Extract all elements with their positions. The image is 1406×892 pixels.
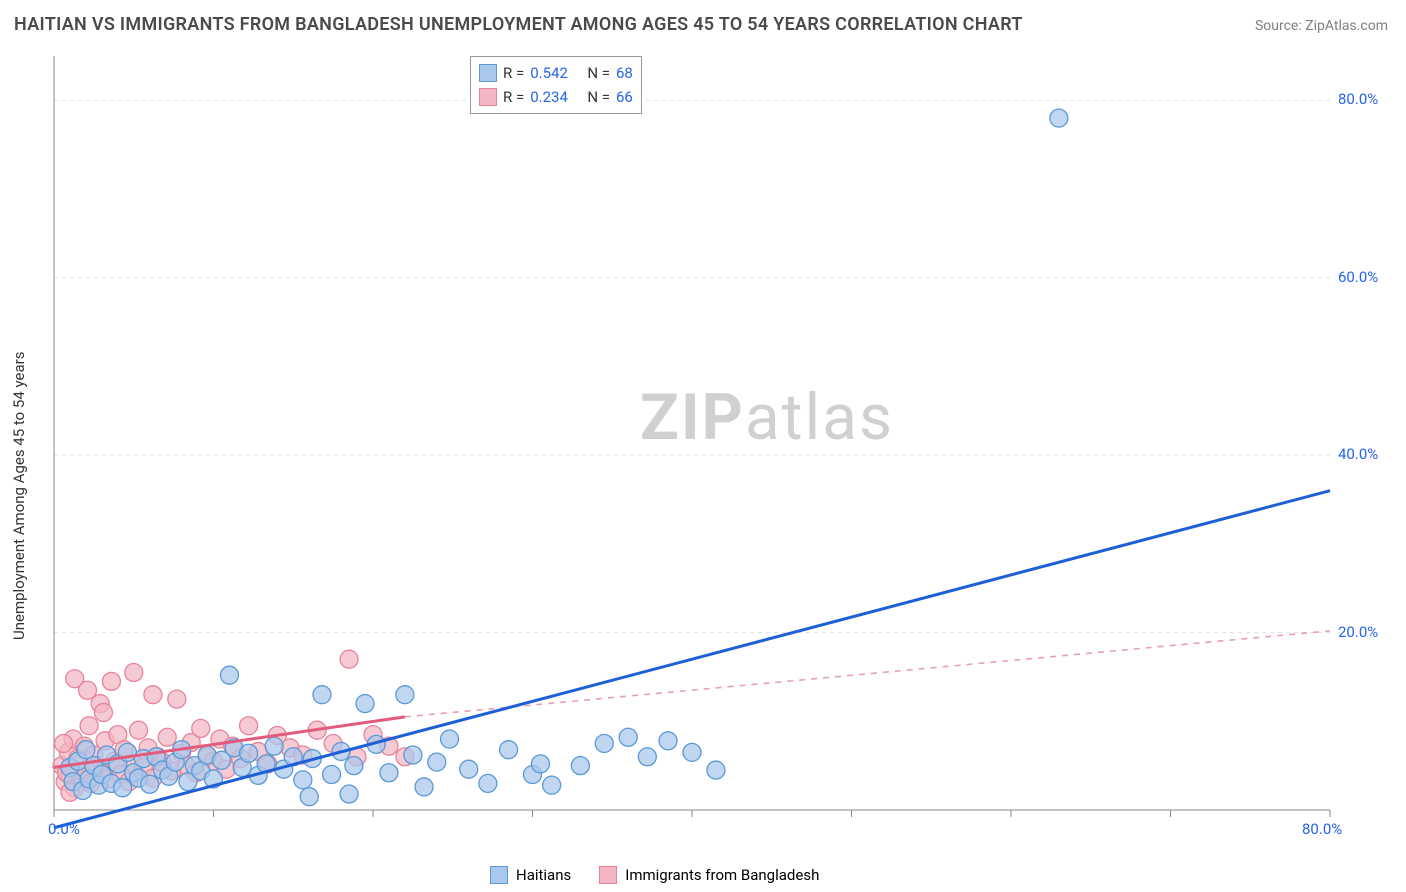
n-value-haitians: 68 [616, 64, 633, 82]
series-haitians-points [61, 109, 1068, 806]
r-label: R = [503, 64, 524, 82]
axis-tick-label: 80.0% [1302, 820, 1342, 838]
r-value-bangladesh: 0.234 [530, 88, 568, 106]
n-label: N = [587, 64, 610, 82]
axis-tick-label: 40.0% [1338, 445, 1378, 463]
series-label-bangladesh: Immigrants from Bangladesh [625, 866, 819, 884]
scatter-plot [50, 50, 1390, 840]
legend-row-haitians: R = 0.542 N = 68 [479, 61, 633, 85]
legend-item-haitians: Haitians [490, 866, 571, 884]
swatch-haitians [490, 866, 508, 884]
series-label-haitians: Haitians [516, 866, 571, 884]
legend-row-bangladesh: R = 0.234 N = 66 [479, 85, 633, 109]
source-prefix: Source: [1255, 18, 1305, 34]
legend-series: Haitians Immigrants from Bangladesh [490, 866, 819, 884]
trendline-haitians [54, 491, 1330, 828]
y-axis-label: Unemployment Among Ages 45 to 54 years [10, 352, 28, 640]
axis-tick-label: 20.0% [1338, 623, 1378, 641]
gridlines [54, 100, 1330, 632]
axis-tick-label: 0.0% [48, 820, 80, 838]
r-label: R = [503, 88, 524, 106]
n-value-bangladesh: 66 [616, 88, 633, 106]
n-label: N = [587, 88, 610, 106]
axis-tick-label: 80.0% [1338, 90, 1378, 108]
source-name: ZipAtlas.com [1305, 18, 1388, 34]
legend-correlation-box: R = 0.542 N = 68 R = 0.234 N = 66 [470, 56, 642, 114]
swatch-bangladesh [599, 866, 617, 884]
chart-title: HAITIAN VS IMMIGRANTS FROM BANGLADESH UN… [14, 14, 1023, 35]
r-value-haitians: 0.542 [530, 64, 568, 82]
chart-source: Source: ZipAtlas.com [1255, 18, 1388, 34]
axis-tick-label: 60.0% [1338, 268, 1378, 286]
axes [54, 56, 1330, 817]
swatch-haitians [479, 64, 497, 82]
swatch-bangladesh [479, 88, 497, 106]
legend-item-bangladesh: Immigrants from Bangladesh [599, 866, 819, 884]
